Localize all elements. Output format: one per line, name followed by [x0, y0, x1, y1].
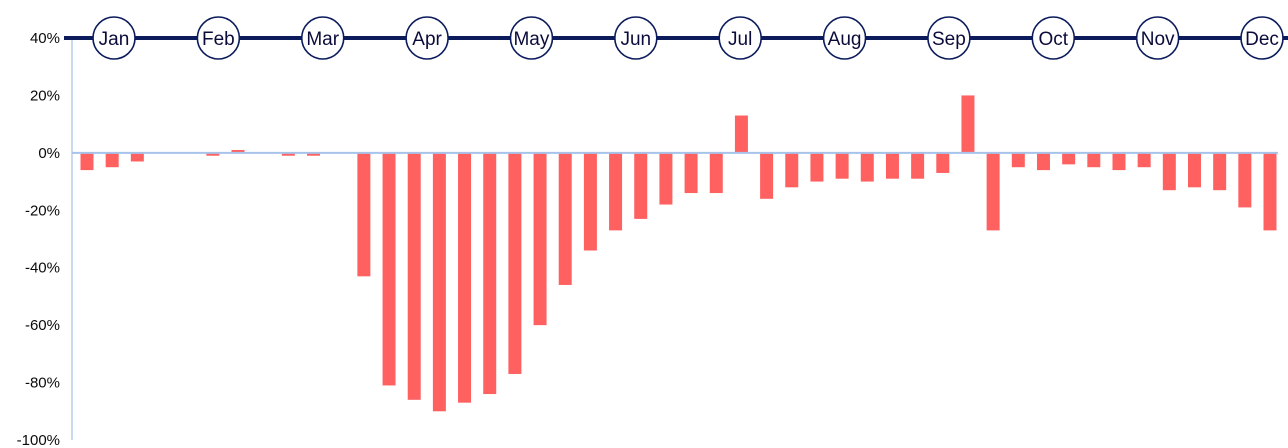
bar [860, 152, 874, 182]
month-label: May [513, 29, 549, 50]
bar [1137, 152, 1151, 168]
bar [734, 115, 748, 153]
bar [810, 152, 824, 182]
bar [357, 152, 371, 277]
y-tick-label: 20% [30, 87, 60, 104]
y-tick-label: 40% [30, 30, 60, 47]
bar [911, 152, 925, 179]
month-marker [822, 16, 867, 60]
bar [206, 152, 220, 156]
month-marker [300, 16, 345, 60]
y-tick-label: 0% [38, 145, 60, 162]
y-tick-label: -40% [25, 260, 60, 277]
month-label: Jun [620, 29, 651, 50]
month-marker [1135, 16, 1180, 60]
bar [634, 152, 648, 219]
bar [709, 152, 723, 194]
y-tick-label: -20% [25, 202, 60, 219]
bar [130, 152, 144, 162]
month-marker [1240, 16, 1284, 60]
bar [1187, 152, 1201, 188]
bar [382, 152, 396, 386]
bar [1036, 152, 1050, 171]
bar [231, 149, 245, 153]
y-axis: 40% 20% 0% -20% -40% -60% -80% -100% [17, 30, 73, 448]
month-marker [718, 16, 762, 60]
bar [961, 95, 975, 153]
bar [684, 152, 698, 194]
bar [558, 152, 572, 285]
bar [1112, 152, 1126, 171]
bars [72, 95, 1278, 412]
month-label: Oct [1038, 29, 1068, 50]
bar [1062, 152, 1076, 165]
bar [835, 152, 849, 179]
y-tick-label: -60% [25, 317, 60, 334]
bar [760, 152, 774, 199]
bar [407, 152, 421, 400]
bar [458, 152, 472, 403]
bar [1162, 152, 1176, 191]
bar [105, 152, 119, 168]
month-marker [1031, 16, 1076, 60]
bar [1087, 152, 1101, 168]
month-label: Jan [99, 29, 130, 50]
month-label: Aug [828, 29, 862, 50]
bar [936, 152, 950, 173]
bar [307, 152, 321, 156]
month-marker [927, 16, 971, 60]
bar [533, 152, 547, 326]
month-label: Mar [306, 29, 339, 50]
bar [508, 152, 522, 374]
month-marker [92, 16, 136, 60]
month-marker [614, 16, 658, 60]
month-marker [196, 16, 241, 60]
bar [885, 152, 899, 179]
bar [986, 152, 1000, 231]
month-label: Jul [728, 29, 752, 50]
bar [785, 152, 799, 188]
bar [80, 152, 94, 171]
y-tick-label: -100% [17, 432, 60, 448]
month-marker [509, 16, 554, 60]
y-tick-label: -80% [25, 375, 60, 392]
bar [583, 152, 597, 251]
bar [483, 152, 497, 395]
bar [659, 152, 673, 205]
month-label: Apr [412, 29, 442, 50]
month-timeline: Jan Feb Mar Apr May Jun Jul Aug Sep Oct Nov Dec [64, 16, 1288, 60]
month-label: Dec [1245, 29, 1279, 50]
bar [432, 152, 446, 412]
bar [609, 152, 623, 231]
month-marker [405, 16, 449, 60]
bar [1263, 152, 1277, 231]
month-label: Sep [932, 29, 966, 50]
bar [1213, 152, 1227, 191]
bar [1011, 152, 1025, 168]
bar [1238, 152, 1252, 208]
month-label: Feb [202, 29, 235, 50]
month-label: Nov [1141, 29, 1175, 50]
bar [281, 152, 295, 156]
